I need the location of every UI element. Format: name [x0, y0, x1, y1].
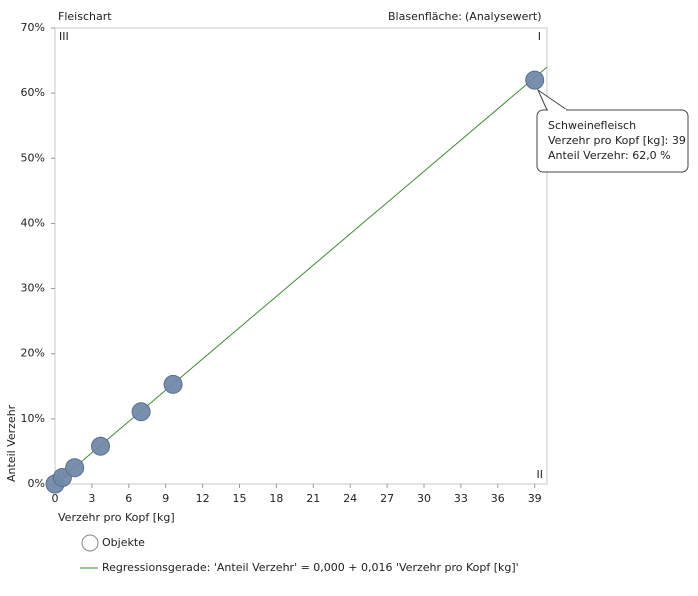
tooltip-text: Verzehr pro Kopf [kg]: 39: [548, 134, 686, 147]
y-tick-label: 20%: [21, 347, 45, 360]
y-axis-label: Anteil Verzehr: [5, 404, 18, 482]
quadrant-label: III: [59, 30, 69, 43]
quadrant-label: II: [537, 468, 544, 481]
tooltip-text: Anteil Verzehr: 62,0 %: [548, 149, 671, 162]
quadrant-label: I: [538, 30, 541, 43]
plot: 39363330272421181512963070%60%50%40%30%2…: [21, 21, 548, 505]
x-tick-label: 15: [233, 492, 247, 505]
legend-symbol: [81, 534, 99, 552]
x-tick-label: 3: [88, 492, 95, 505]
y-tick-label: 60%: [21, 86, 45, 99]
x-tick-label: 0: [52, 492, 59, 505]
y-tick-label: 70%: [21, 21, 45, 34]
y-tick-label: 0%: [28, 477, 45, 490]
size-value: (Analysewert): [465, 10, 541, 23]
y-tick-label: 10%: [21, 412, 45, 425]
x-tick-label: 36: [491, 492, 505, 505]
x-axis-label: Verzehr pro Kopf [kg]: [58, 511, 175, 524]
x-tick-label: 39: [528, 492, 542, 505]
x-tick-label: 24: [343, 492, 357, 505]
x-tick-label: 9: [162, 492, 169, 505]
x-tick-label: 33: [454, 492, 468, 505]
legend-label: Regressionsgerade: 'Anteil Verzehr' = 0,…: [102, 561, 519, 574]
y-tick-label: 40%: [21, 216, 45, 229]
bubble: [131, 402, 151, 422]
x-tick-label: 12: [196, 492, 210, 505]
x-tick-label: 18: [269, 492, 283, 505]
size-caption: Blasenfläche:: [388, 10, 462, 23]
plot-area: [54, 27, 548, 485]
bubble: [525, 70, 545, 90]
legend-label: Objekte: [102, 536, 145, 549]
tooltip-text: Schweinefleisch: [548, 119, 636, 132]
x-tick-label: 6: [125, 492, 132, 505]
bubble: [65, 458, 85, 478]
y-tick-label: 30%: [21, 282, 45, 295]
x-tick-label: 21: [306, 492, 320, 505]
tooltip-pointer: [536, 88, 568, 111]
x-tick-label: 27: [380, 492, 394, 505]
tooltip: Schweinefleisch Verzehr pro Kopf [kg]: 3…: [536, 88, 689, 173]
tooltip-box: [536, 109, 689, 173]
bubble: [91, 436, 111, 456]
chart-title: Fleischart: [58, 10, 112, 23]
x-tick-label: 30: [417, 492, 431, 505]
y-tick-label: 50%: [21, 151, 45, 164]
bubble: [163, 374, 183, 394]
